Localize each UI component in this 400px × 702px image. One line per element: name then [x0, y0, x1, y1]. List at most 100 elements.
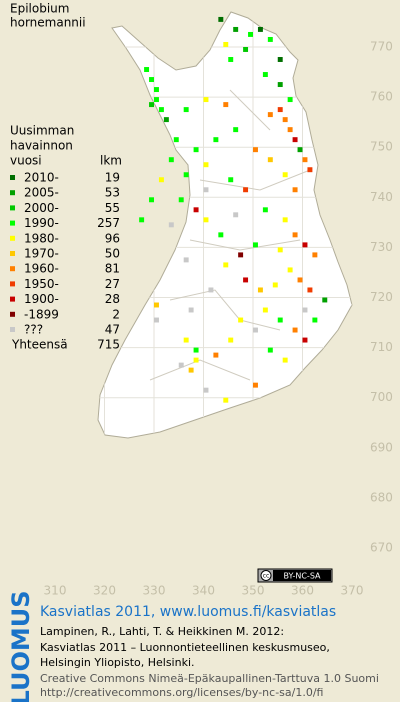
observation-square — [183, 172, 189, 178]
observation-square — [302, 337, 308, 343]
license: Creative Commons Nimeä-Epäkaupallinen-Ta… — [40, 672, 379, 685]
observation-square — [233, 127, 239, 133]
observation-square — [193, 357, 199, 363]
legend-label: 1990- — [24, 216, 59, 230]
observation-square — [262, 307, 268, 313]
observation-square — [282, 217, 288, 223]
legend-total: 715 — [97, 338, 120, 352]
legend-total-label: Yhteensä — [11, 338, 68, 352]
observation-square — [154, 97, 159, 103]
observation-square — [257, 26, 263, 32]
legend-count: 27 — [105, 277, 120, 291]
observation-square — [253, 147, 258, 153]
observation-square — [277, 247, 283, 253]
legend-label: -1899 — [24, 307, 59, 321]
legend-count: 257 — [97, 216, 120, 230]
observation-square — [277, 107, 283, 113]
y-tick-label: 720 — [370, 290, 393, 304]
x-tick-label: 330 — [143, 584, 166, 598]
license-badge: cc BY-NC-SA — [257, 568, 333, 583]
observation-square — [248, 31, 253, 37]
axes: 670 680 690 700 710 720 730 740 750 760 770 310 320 3… — [44, 40, 393, 598]
observation-square — [154, 87, 159, 93]
footer-heading: Kasviatlas 2011, www.luomus.fi/kasviatla… — [40, 604, 336, 620]
x-tick-label: 370 — [341, 584, 364, 598]
observation-square — [168, 222, 174, 228]
observation-square — [228, 177, 234, 183]
observation-square — [297, 147, 303, 153]
observation-square — [267, 36, 273, 42]
legend-count: 47 — [105, 323, 120, 337]
observation-square — [213, 352, 219, 358]
legend-count: 50 — [105, 247, 120, 261]
observation-square — [233, 26, 239, 32]
observation-square — [213, 137, 219, 143]
observation-square — [154, 317, 159, 323]
observation-square — [218, 16, 224, 22]
observation-square — [223, 262, 229, 268]
legend-count: 81 — [105, 262, 120, 276]
y-tick-label: 760 — [370, 90, 393, 104]
observation-square — [312, 317, 318, 323]
observation-square — [257, 287, 263, 293]
observation-square — [292, 232, 298, 238]
observation-square — [139, 217, 145, 223]
observation-square — [243, 277, 249, 283]
observation-square — [277, 317, 283, 323]
legend-swatch — [10, 190, 15, 196]
legend-swatch — [10, 220, 15, 226]
observation-square — [243, 47, 249, 52]
legend-swatch — [10, 205, 15, 211]
legend-swatch — [10, 311, 15, 317]
y-tick-label: 690 — [370, 440, 393, 454]
observation-square — [297, 277, 303, 283]
legend-title: Uusimman — [10, 124, 74, 138]
y-tick-label: 710 — [370, 340, 393, 354]
observation-square — [267, 112, 273, 118]
observation-square — [163, 117, 169, 123]
observation-square — [149, 197, 154, 203]
observation-square — [158, 107, 164, 113]
observation-square — [183, 337, 189, 343]
observation-square — [178, 362, 184, 368]
observation-square — [223, 102, 229, 108]
legend-label: 1900- — [24, 292, 59, 306]
observation-square — [144, 67, 150, 72]
observation-square — [238, 317, 244, 323]
observation-square — [228, 337, 234, 343]
observation-square — [287, 97, 293, 103]
legend-swatch — [10, 175, 15, 180]
y-tick-label: 740 — [370, 190, 393, 204]
observation-square — [223, 41, 229, 47]
legend-title: havainnon — [10, 139, 73, 153]
observation-square — [243, 187, 249, 193]
observation-square — [208, 287, 214, 293]
observation-square — [307, 287, 313, 293]
legend-swatch — [10, 296, 15, 302]
observation-square — [277, 82, 283, 88]
legend-count: 53 — [105, 186, 120, 200]
legend-count: 2 — [112, 307, 120, 321]
legend-count: 19 — [105, 171, 120, 185]
observation-square — [158, 177, 164, 183]
title: Epilobium — [10, 2, 69, 16]
observation-square — [267, 157, 273, 163]
observation-square — [233, 212, 239, 218]
observation-square — [203, 187, 209, 193]
badge-text: BY-NC-SA — [283, 572, 321, 581]
legend-label: 1950- — [24, 277, 59, 291]
observation-square — [307, 167, 313, 173]
y-tick-label: 750 — [370, 140, 393, 154]
observation-square — [168, 157, 174, 163]
observation-square — [272, 282, 278, 288]
observation-square — [238, 252, 244, 258]
observation-square — [282, 172, 288, 178]
observation-square — [188, 307, 194, 313]
legend-label: ??? — [24, 323, 43, 337]
observation-square — [302, 242, 308, 248]
legend-swatch — [10, 266, 15, 272]
legend-count: 96 — [105, 231, 120, 245]
y-tick-label: 680 — [370, 490, 393, 504]
